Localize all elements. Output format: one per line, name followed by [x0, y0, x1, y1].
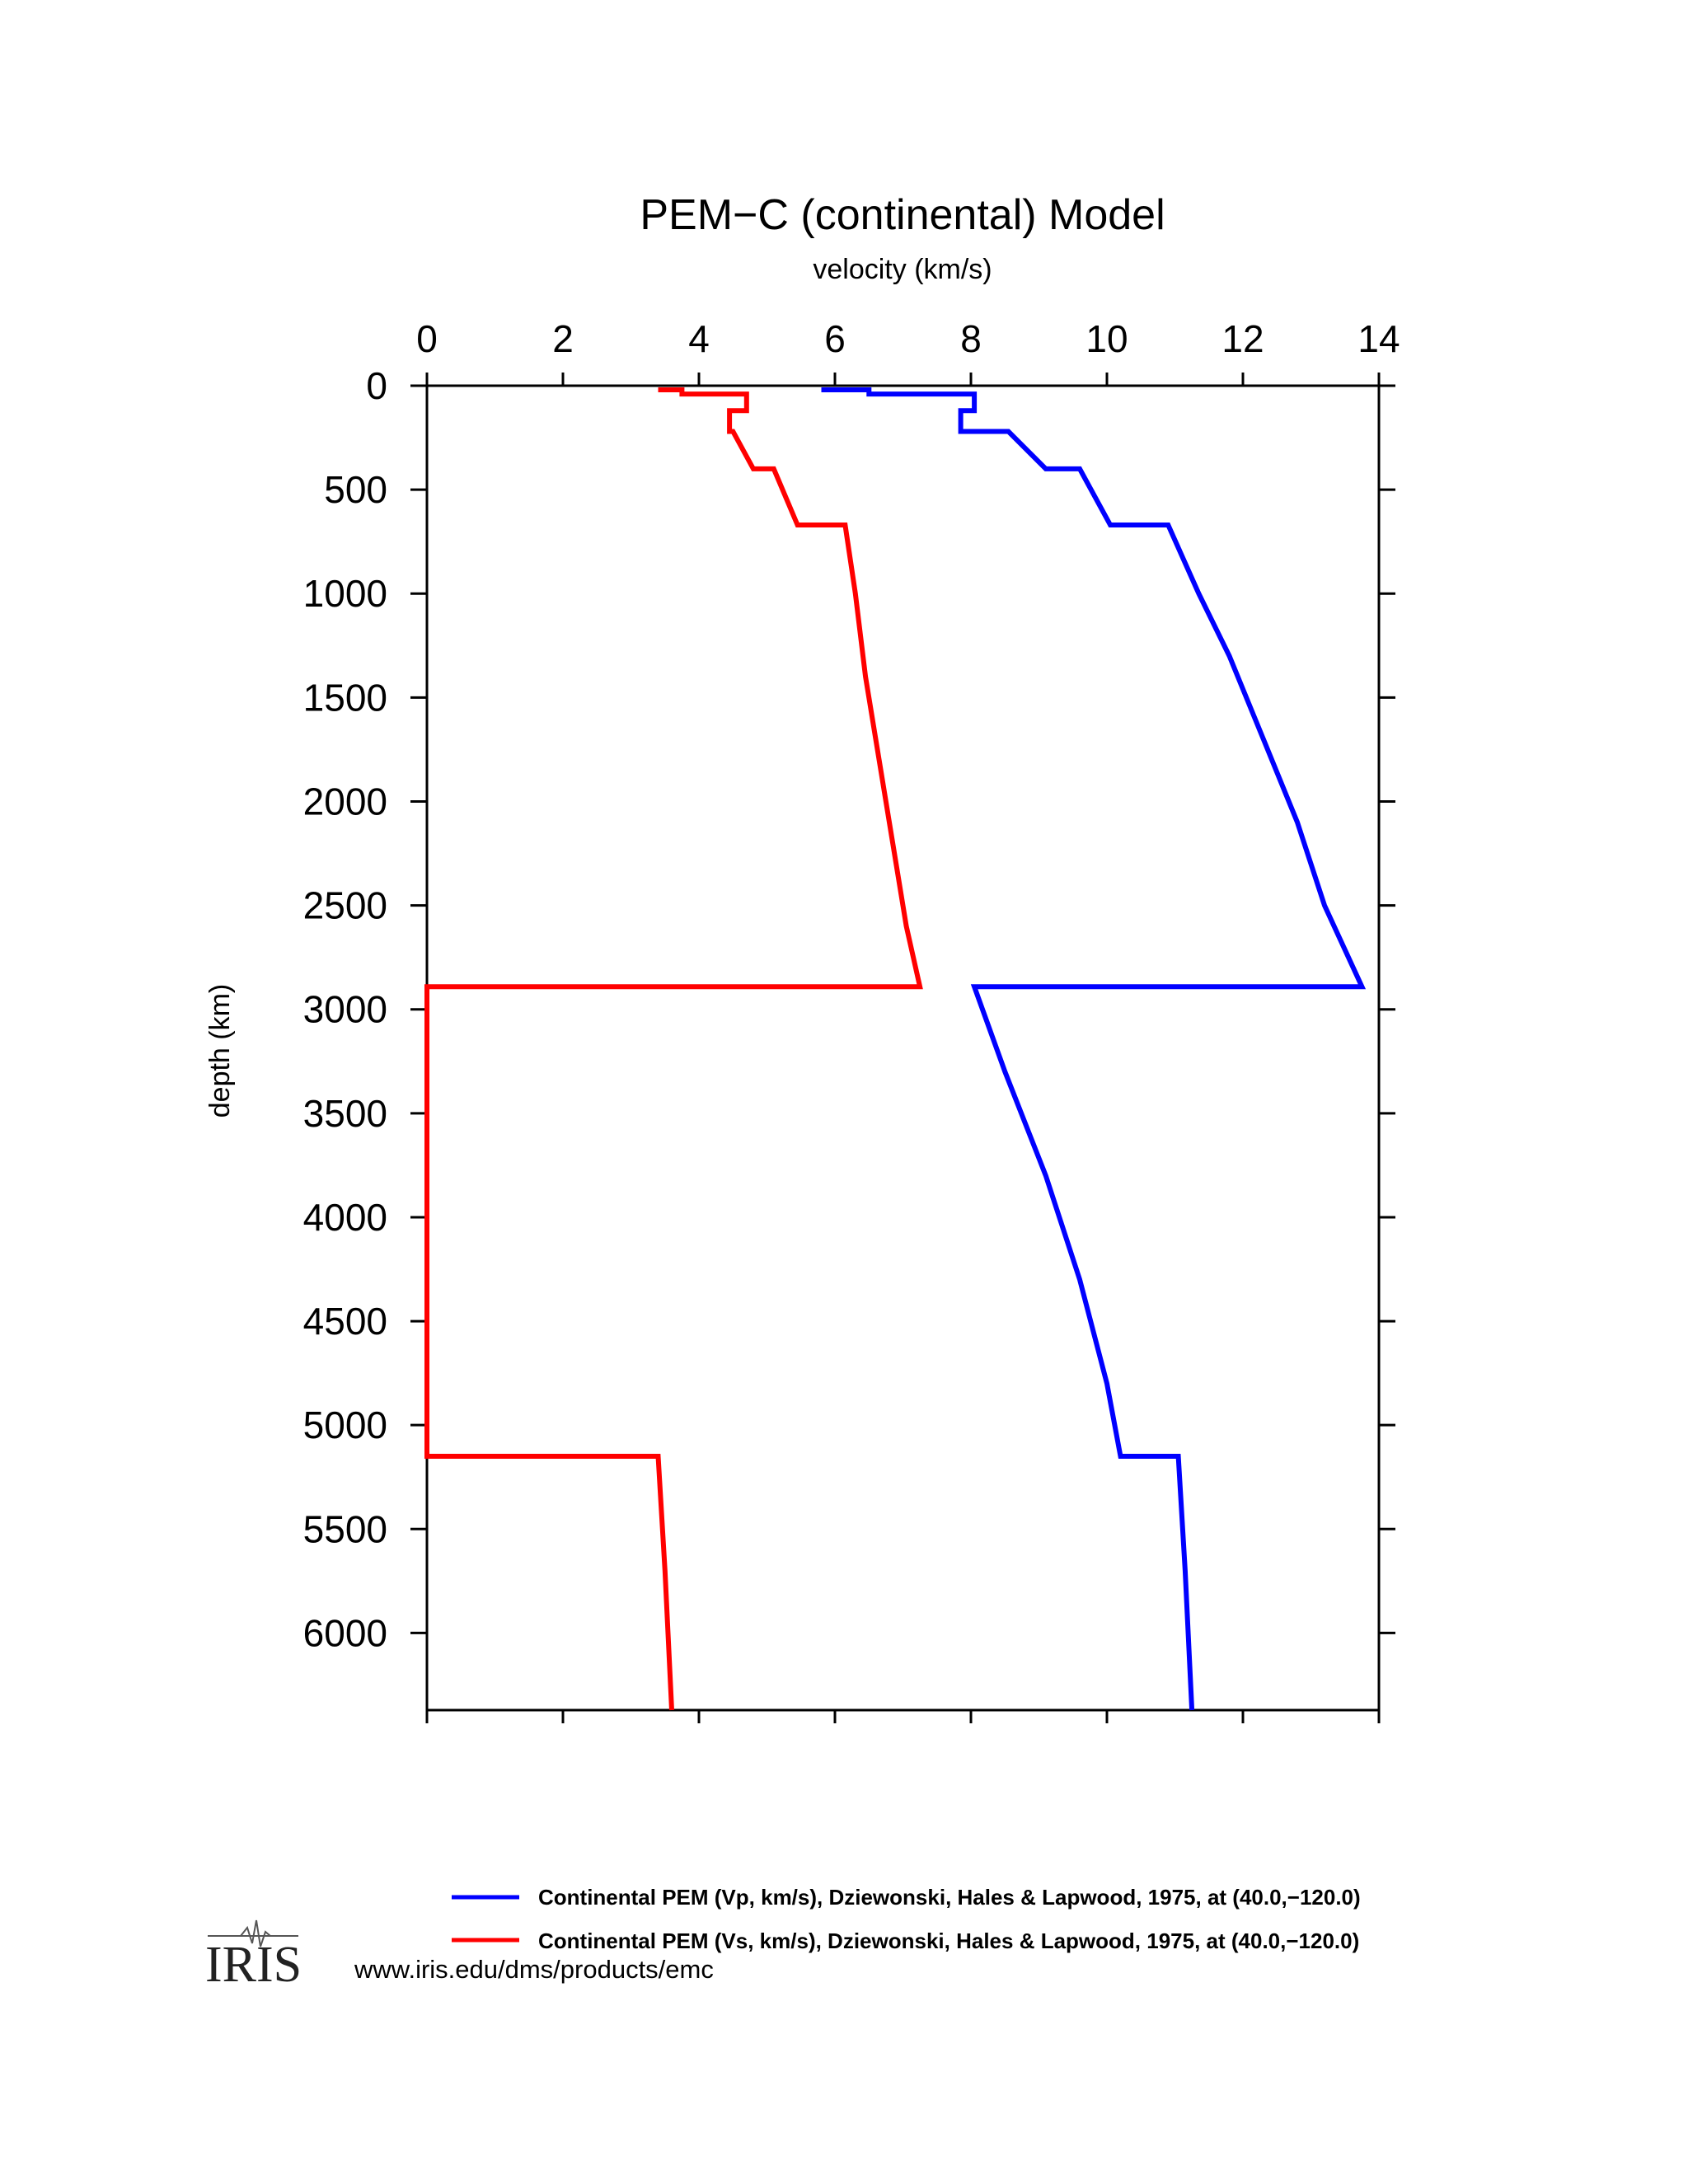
y-tick-label-0: 0 — [366, 364, 387, 407]
y-tick-label-3: 1500 — [303, 676, 387, 719]
y-tick-label-6: 3000 — [303, 988, 387, 1031]
x-tick-label-4: 8 — [960, 317, 982, 360]
y-tick-label-8: 4000 — [303, 1196, 387, 1239]
footer-url: www.iris.edu/dms/products/emc — [354, 1955, 714, 1984]
x-tick-label-5: 10 — [1085, 317, 1128, 360]
x-tick-label-3: 6 — [824, 317, 846, 360]
y-tick-label-11: 5500 — [303, 1507, 387, 1550]
y-tick-label-9: 4500 — [303, 1300, 387, 1343]
y-tick-label-10: 5000 — [303, 1404, 387, 1446]
x-tick-label-7: 14 — [1357, 317, 1400, 360]
x-tick-label-0: 0 — [416, 317, 438, 360]
y-tick-label-5: 2500 — [303, 884, 387, 927]
legend-label-vs: Continental PEM (Vs, km/s), Dziewonski, … — [538, 1929, 1359, 1953]
series-line-vp — [821, 387, 1367, 1711]
series-line-vs — [424, 387, 923, 1711]
axis-ticks: 0 2 4 6 8 10 12 14 0 500 1000 1500 2000 2500 3000 3500 4… — [303, 317, 1400, 1723]
chart-title: PEM−C (continental) Model — [640, 191, 1165, 239]
y-tick-label-12: 6000 — [303, 1611, 387, 1654]
x-tick-label-1: 2 — [552, 317, 574, 360]
iris-logo: IRIS — [205, 1919, 302, 1993]
y-tick-label-7: 3500 — [303, 1092, 387, 1135]
x-axis-label: velocity (km/s) — [813, 254, 992, 285]
plot-frame — [425, 384, 1381, 1712]
x-tick-label-6: 12 — [1221, 317, 1264, 360]
legend-label-vp: Continental PEM (Vp, km/s), Dziewonski, … — [538, 1885, 1361, 1910]
legend: Continental PEM (Vp, km/s), Dziewonski, … — [452, 1885, 1361, 1953]
y-tick-label-2: 1000 — [303, 572, 387, 615]
x-tick-label-2: 4 — [688, 317, 710, 360]
y-tick-label-1: 500 — [324, 468, 387, 511]
iris-logo-text: IRIS — [205, 1937, 302, 1993]
y-tick-label-4: 2000 — [303, 780, 387, 823]
y-axis-label: depth (km) — [204, 984, 236, 1118]
series-lines — [424, 387, 1367, 1711]
